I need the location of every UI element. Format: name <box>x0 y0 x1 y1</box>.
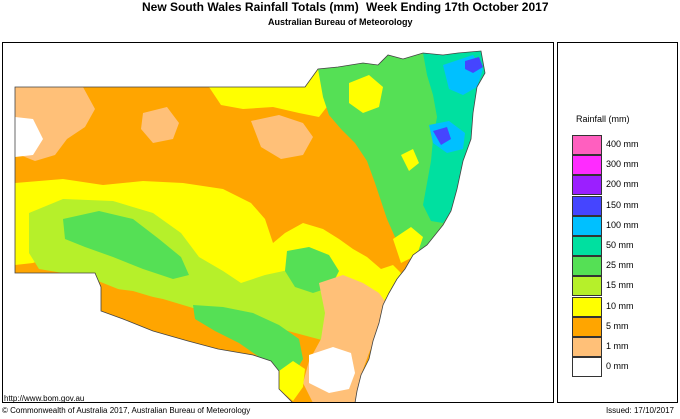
zone-1mm-northwest-blob <box>141 107 179 143</box>
legend-item: 15 mm <box>572 276 672 297</box>
legend-label: 300 mm <box>606 159 639 170</box>
legend-swatch <box>572 357 602 378</box>
legend-item: 5 mm <box>572 316 672 337</box>
legend-item: 100 mm <box>572 215 672 236</box>
legend-swatch <box>572 236 602 256</box>
legend-label: 1 mm <box>606 341 629 351</box>
legend-item: 400 mm <box>572 135 672 155</box>
legend-swatch <box>572 256 602 277</box>
nsw-outline <box>14 50 486 402</box>
legend-swatch <box>572 155 602 176</box>
bom-url: http://www.bom.gov.au <box>4 394 85 403</box>
zone-25mm-south <box>63 211 189 279</box>
legend-label: 400 mm <box>606 139 639 149</box>
zone-10mm-ne-inland <box>349 75 383 113</box>
legend-item: 200 mm <box>572 175 672 196</box>
title-text: New South Wales Rainfall Totals (mm) <box>142 0 359 14</box>
legend-label: 200 mm <box>606 179 639 190</box>
zone-150mm-mid <box>433 127 451 145</box>
legend-swatch <box>572 296 602 317</box>
legend-label: 0 mm <box>606 361 629 372</box>
legend-label: 10 mm <box>606 300 634 311</box>
legend-swatch <box>572 337 602 357</box>
issued-date: Issued: 17/10/2017 <box>605 406 674 415</box>
zone-10mm-east <box>401 149 419 171</box>
legend-item: 25 mm <box>572 256 672 277</box>
copyright-text: © Commonwealth of Australia 2017, Austra… <box>2 406 251 415</box>
map-panel <box>2 42 554 403</box>
zone-5mm-southwest <box>101 287 263 355</box>
zone-1mm-north-blob <box>251 115 313 159</box>
legend-swatch <box>572 175 602 196</box>
zone-1mm-corner <box>15 87 35 103</box>
rainfall-map <box>14 50 486 402</box>
legend-swatch <box>572 215 602 236</box>
legend-item: 10 mm <box>572 296 672 317</box>
legend-label: 100 mm <box>606 219 639 230</box>
legend-label: 150 mm <box>606 199 639 210</box>
subtitle: Australian Bureau of Meteorology <box>268 17 413 27</box>
zone-150mm-north <box>465 57 483 73</box>
legend-label: 25 mm <box>606 260 634 271</box>
legend-swatch <box>572 276 602 297</box>
legend-swatch <box>572 195 602 216</box>
legend-item: 1 mm <box>572 337 672 357</box>
legend-item: 300 mm <box>572 155 672 176</box>
legend-label: 15 mm <box>606 280 634 291</box>
legend-item: 50 mm <box>572 236 672 256</box>
legend-label: 50 mm <box>606 240 634 250</box>
legend-panel: Rainfall (mm) 400 mm 300 mm 200 mm 150 mm 10… <box>557 42 678 403</box>
zone-0mm-southeast <box>309 347 355 393</box>
nsw-state-shape <box>15 51 485 402</box>
zone-25mm-riverina <box>193 305 303 379</box>
zone-10mm-northwest <box>209 67 343 117</box>
legend-swatch <box>572 135 602 155</box>
map-title: New South Wales Rainfall Totals (mm) Wee… <box>0 0 680 14</box>
zone-0mm-northwest <box>15 117 43 157</box>
legend-swatch <box>572 316 602 337</box>
zone-10mm-alps <box>279 361 305 401</box>
legend-item: 0 mm <box>572 357 672 378</box>
legend-item: 150 mm <box>572 195 672 216</box>
legend-label: 5 mm <box>606 320 629 331</box>
period-text: Week Ending 17th October 2017 <box>366 0 549 14</box>
legend-title: Rainfall (mm) <box>576 114 630 124</box>
